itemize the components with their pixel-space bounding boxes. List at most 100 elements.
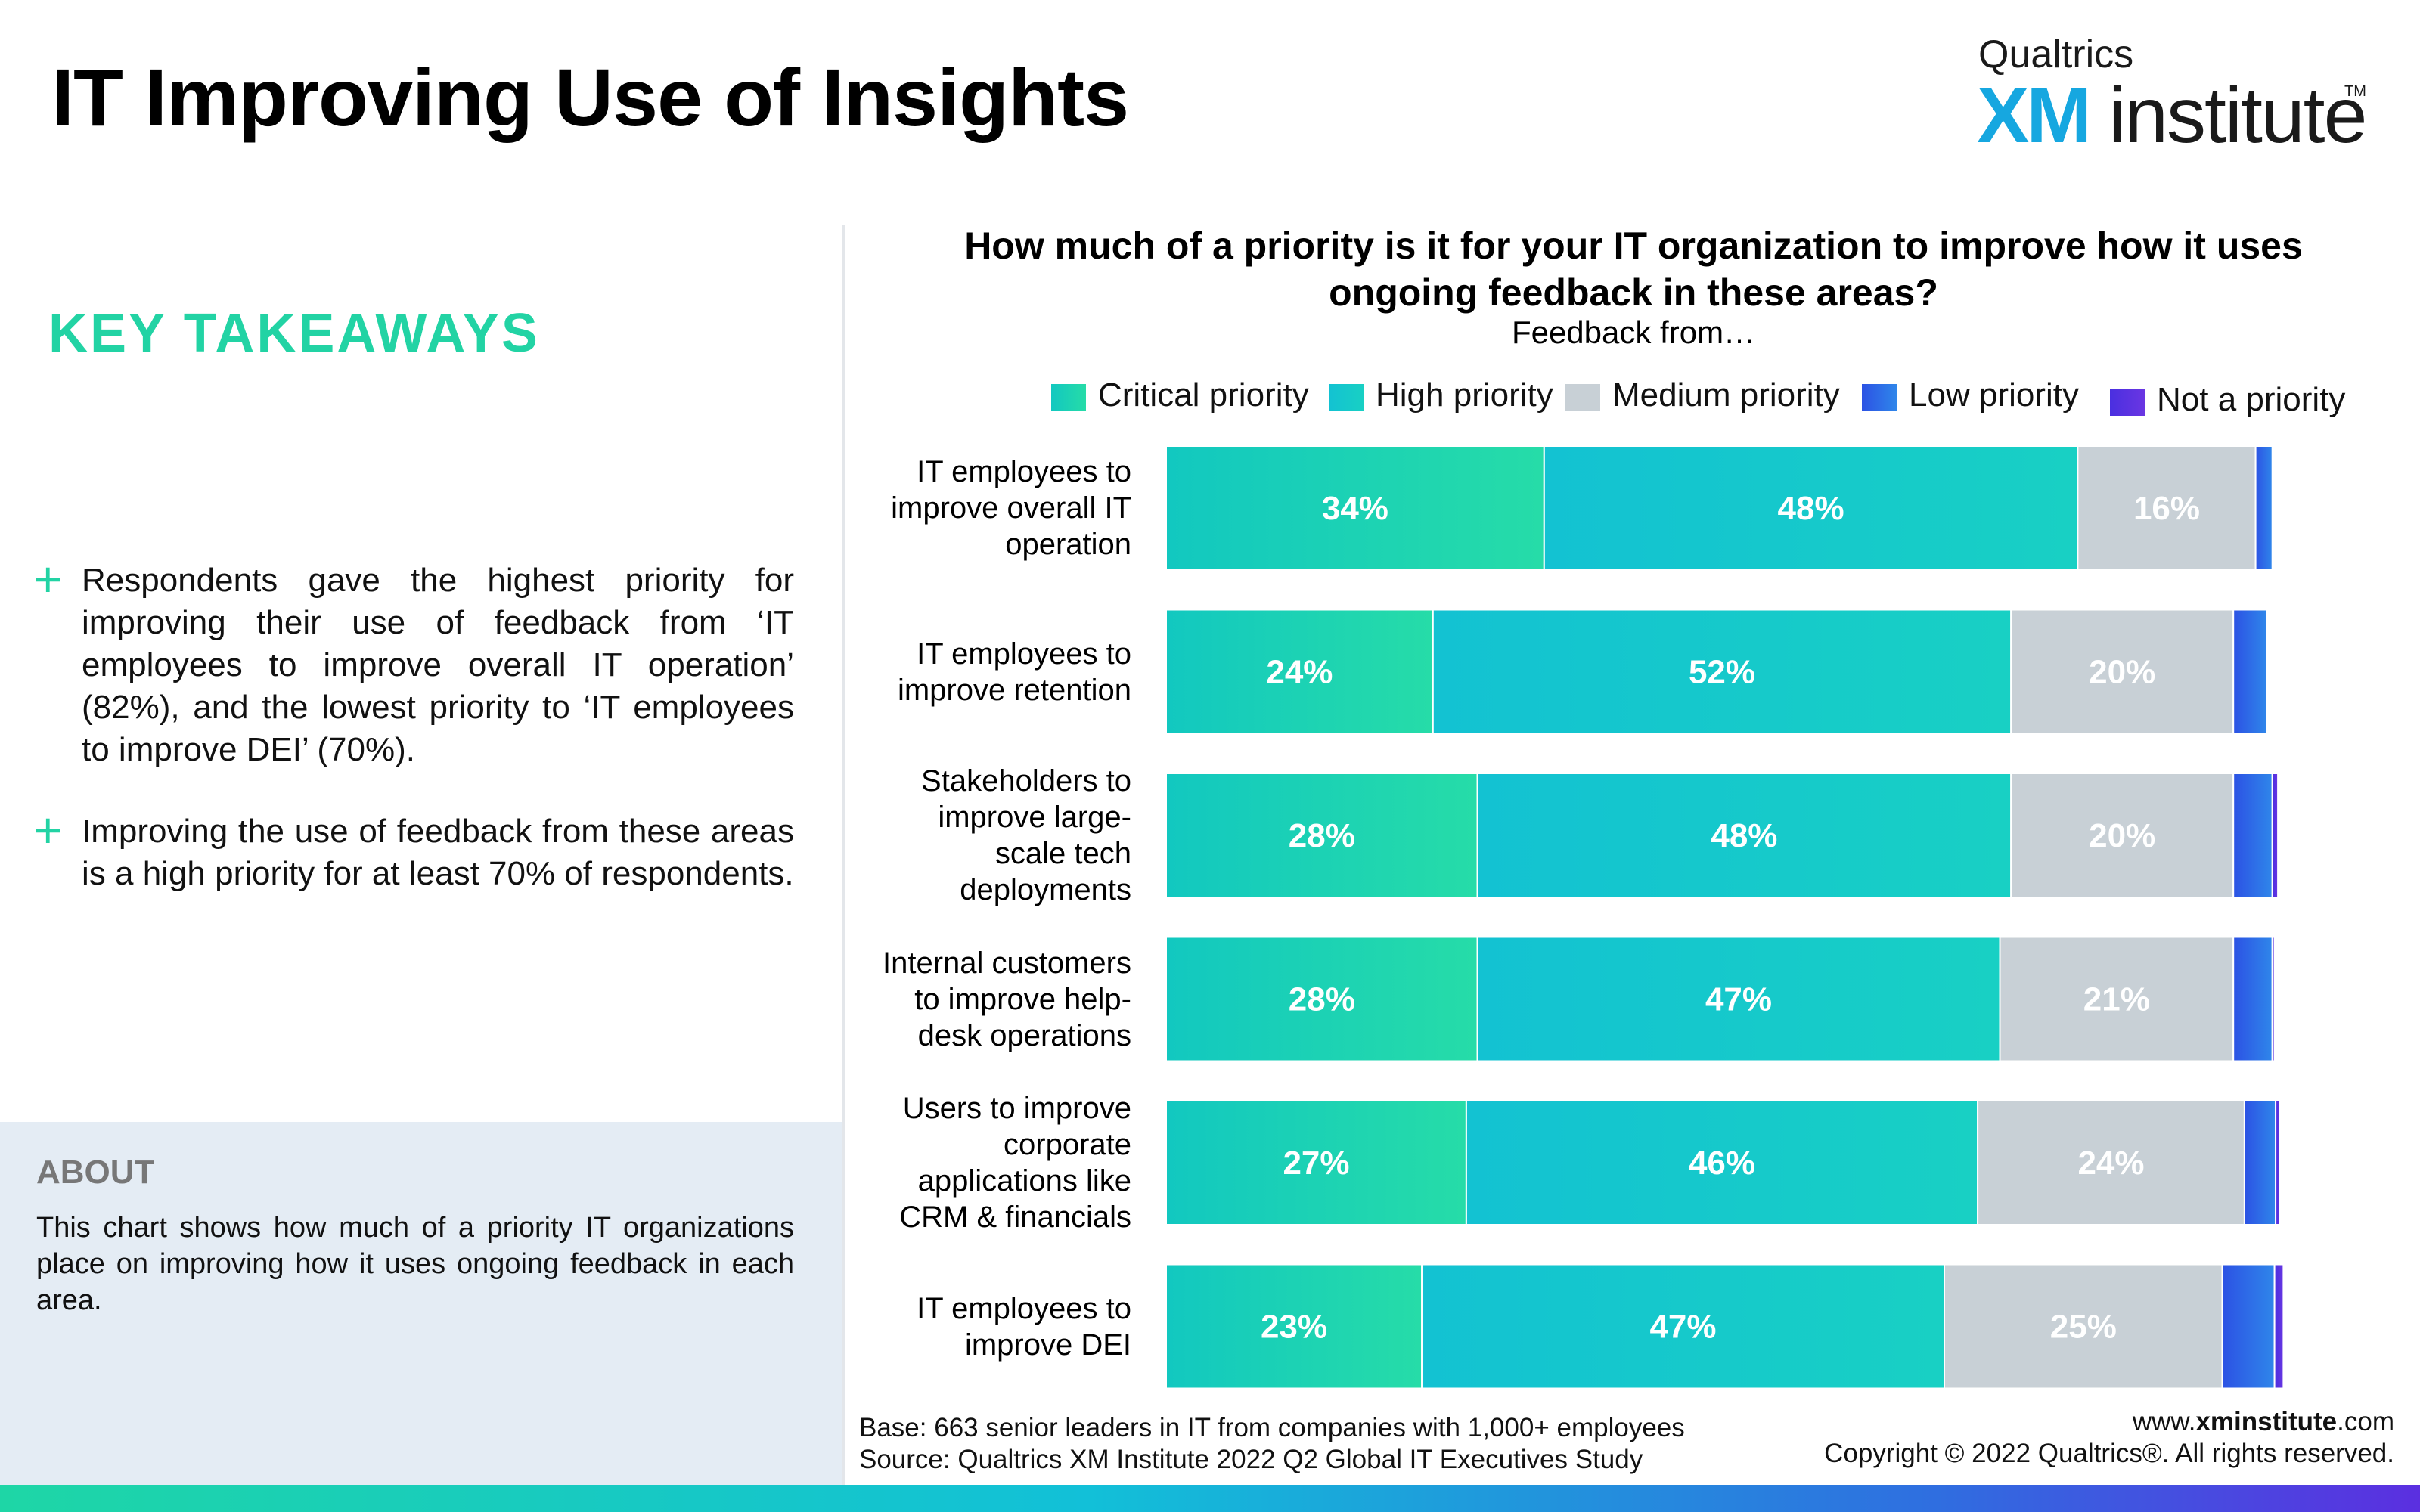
about-panel: ABOUT This chart shows how much of a pri… xyxy=(0,1122,842,1485)
bar-value-label: 20% xyxy=(2089,654,2155,691)
bar-value-label: 23% xyxy=(1261,1309,1327,1346)
bar-value-label: 25% xyxy=(2050,1309,2117,1346)
legend-label: Low priority xyxy=(1909,376,2079,414)
bar-segment xyxy=(1476,773,2012,898)
footnote-source: Source: Qualtrics XM Institute 2022 Q2 G… xyxy=(859,1445,1643,1474)
page-title: IT Improving Use of Insights xyxy=(51,51,1129,143)
bars-group: 34% 48% 16% 24% 52% 20% 28% 48% 20% 28% 47% 21% 27% 4… xyxy=(1165,445,2285,1390)
bar-segment xyxy=(1476,936,2001,1062)
category-label-line: CRM & financials xyxy=(899,1201,1131,1234)
takeaway-text: Respondents gave the highest priority fo… xyxy=(82,562,794,768)
bar-segment xyxy=(2010,773,2235,898)
url-domain: xminstitute xyxy=(2195,1407,2338,1436)
category-label-line: improve DEI xyxy=(964,1328,1131,1362)
bar-segment xyxy=(1944,1263,2223,1390)
about-heading: ABOUT xyxy=(36,1154,155,1191)
brand-logo: Qualtrics XM institute TM xyxy=(1977,30,2370,160)
bar-segment xyxy=(1465,1100,1979,1225)
bar-value-label: 24% xyxy=(2077,1145,2144,1182)
footnote-base: Base: 663 senior leaders in IT from comp… xyxy=(859,1413,1685,1442)
category-label-line: scale tech xyxy=(994,837,1131,870)
bar-segment xyxy=(2243,1100,2277,1225)
category-label-line: desk operations xyxy=(917,1018,1131,1052)
bar-segment xyxy=(1432,609,2012,735)
bar-segment xyxy=(2273,1263,2285,1390)
category-label: Internal customers to improve help-desk o… xyxy=(829,945,1131,1054)
brand-qualtrics-text: Qualtrics xyxy=(1978,33,2134,76)
category-label-line: operation xyxy=(1005,528,1131,561)
bar-value-label: 24% xyxy=(1266,654,1333,691)
bar-value-label: 27% xyxy=(1283,1145,1349,1182)
copyright-text: Copyright © 2022 Qualtrics®. All rights … xyxy=(1824,1439,2394,1468)
chart-title: How much of a priority is it for your IT… xyxy=(964,225,2303,314)
category-label-line: improve overall IT xyxy=(891,491,1131,525)
category-label: IT employees to improve retention xyxy=(829,636,1131,708)
legend-swatch xyxy=(2110,389,2145,416)
category-label-line: Users to improve xyxy=(902,1092,1131,1125)
category-label-line: Stakeholders to xyxy=(921,764,1131,798)
bar-value-label: 28% xyxy=(1289,981,1355,1018)
brand-institute-text: institute xyxy=(2108,72,2367,160)
footnote: Base: 663 senior leaders in IT from comp… xyxy=(859,1412,1685,1476)
category-label-line: IT employees to xyxy=(917,1291,1131,1325)
legend-swatch xyxy=(1565,384,1600,411)
bar-segment xyxy=(2271,936,2276,1062)
category-label-line: improve retention xyxy=(897,673,1131,707)
legend-swatch xyxy=(1329,384,1364,411)
bar-segment xyxy=(2077,445,2257,571)
brand-trademark: TM xyxy=(2344,83,2366,100)
bar-segment xyxy=(1165,1100,1467,1225)
bar-segment xyxy=(2271,773,2279,898)
bar-value-label: 21% xyxy=(2083,981,2150,1018)
category-label-line: deployments xyxy=(960,873,1131,906)
bar-segment xyxy=(1421,1263,1945,1390)
bar-segment xyxy=(2232,609,2268,735)
takeaway-item: + Improving the use of feedback from the… xyxy=(33,802,794,895)
bottom-gradient-bar xyxy=(0,1485,2420,1512)
category-label: IT employees to improve overall IT operati… xyxy=(829,454,1131,562)
bar-segment xyxy=(1977,1100,2245,1225)
bar-segment xyxy=(1165,936,1478,1062)
legend-swatch xyxy=(1051,384,1086,411)
bar-segment xyxy=(2221,1263,2276,1390)
category-label-line: improve large- xyxy=(938,801,1131,834)
category-label-line: Internal customers xyxy=(882,946,1131,980)
bar-segment xyxy=(2232,936,2273,1062)
category-label: Users to improve corporate applications li… xyxy=(829,1090,1131,1235)
bar-value-label: 46% xyxy=(1689,1145,1755,1182)
url-prefix: www. xyxy=(2132,1407,2196,1436)
legend-label: Not a priority xyxy=(2157,381,2346,418)
bar-value-label: 20% xyxy=(2089,817,2155,854)
bar-value-label: 16% xyxy=(2133,490,2200,527)
bar-value-label: 48% xyxy=(1711,817,1777,854)
plus-icon: + xyxy=(33,551,63,607)
url-suffix: .com xyxy=(2337,1407,2394,1436)
category-label-line: to improve help- xyxy=(914,982,1131,1016)
bar-segment xyxy=(2254,445,2273,571)
footer-right: www.xminstitute.com Copyright © 2022 Qua… xyxy=(1824,1406,2394,1470)
category-label-line: corporate xyxy=(1004,1128,1131,1161)
about-text: This chart shows how much of a priority … xyxy=(36,1212,794,1316)
bar-value-label: 28% xyxy=(1289,817,1355,854)
bar-segment xyxy=(2232,773,2273,898)
legend-label: Medium priority xyxy=(1612,376,1840,414)
vertical-divider xyxy=(842,225,845,1485)
category-label-line: IT employees to xyxy=(917,455,1131,488)
category-label-line: IT employees to xyxy=(917,637,1131,671)
key-takeaways-heading: KEY TAKEAWAYS xyxy=(48,303,540,364)
legend-label: High priority xyxy=(1376,376,1553,414)
brand-xm-text: XM xyxy=(1977,72,2092,160)
category-label: Stakeholders to improve large-scale tech d… xyxy=(829,763,1131,908)
bar-value-label: 47% xyxy=(1705,981,1772,1018)
legend-swatch xyxy=(1862,384,1897,411)
bar-value-label: 52% xyxy=(1689,654,1755,691)
legend-label: Critical priority xyxy=(1098,376,1309,414)
bar-segment xyxy=(2010,609,2235,735)
chart-subtitle: Feedback from… xyxy=(1511,314,1756,350)
website-link[interactable]: www.xminstitute.com xyxy=(1824,1406,2394,1438)
bar-segment xyxy=(1999,936,2235,1062)
bar-segment xyxy=(2275,1100,2282,1225)
bar-segment xyxy=(1543,445,2079,571)
plus-icon: + xyxy=(33,802,63,858)
